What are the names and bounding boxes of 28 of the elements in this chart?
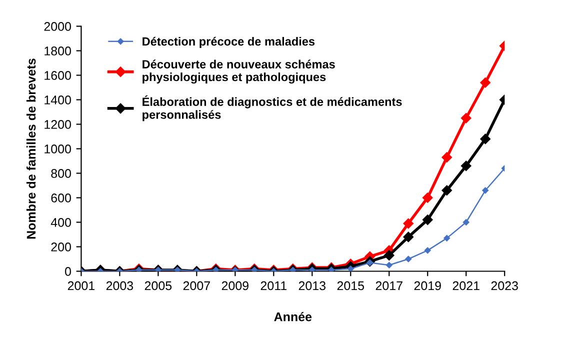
y-tick-label: 1000 <box>44 144 71 154</box>
x-tick-label: 2011 <box>260 281 286 290</box>
x-tick-label: 2019 <box>414 281 441 290</box>
x-tick-label: 2009 <box>222 281 248 290</box>
x-axis-title: Année <box>274 312 312 322</box>
y-tick-label: 200 <box>51 242 71 252</box>
y-tick-label: 1200 <box>44 120 71 129</box>
x-tick-label: 2023 <box>491 281 518 290</box>
x-tick-label: 2013 <box>298 281 326 290</box>
x-tick-label: 2017 <box>376 281 402 290</box>
y-tick-label: 1600 <box>44 71 71 80</box>
y-axis-title: Nombre de familles de brevets <box>26 58 36 239</box>
legend-label: Élaboration de diagnostics et de médicaments personnalisés <box>142 95 402 122</box>
x-tick-label: 2007 <box>183 281 210 290</box>
y-tick-label: 1800 <box>44 46 71 56</box>
y-tick-label: 800 <box>51 169 71 178</box>
x-tick-label: 2003 <box>106 281 134 290</box>
x-tick-label: 2001 <box>68 281 94 290</box>
y-tick-label: 400 <box>50 218 71 227</box>
x-tick-label: 2021 <box>452 281 480 290</box>
x-tick-label: 2015 <box>337 281 364 290</box>
x-tick-label: 2005 <box>144 281 172 290</box>
legend-label: Détection précoce de maladies <box>142 36 315 48</box>
y-tick-label: 2000 <box>44 22 71 31</box>
legend-label: Découverte de nouveaux schémas physiologiques et pathologiques <box>142 60 335 84</box>
y-tick-label: 1400 <box>44 96 71 104</box>
y-tick-label: 600 <box>51 194 71 202</box>
y-tick-label: 0 <box>65 267 71 276</box>
